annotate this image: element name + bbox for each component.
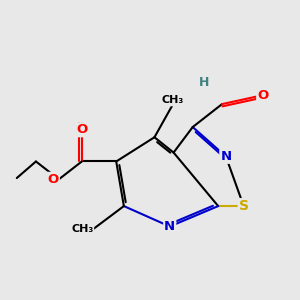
Text: O: O [48,173,59,186]
Text: O: O [257,89,269,102]
Text: CH₃: CH₃ [71,224,93,234]
Text: N: N [220,150,231,163]
Text: S: S [239,199,249,213]
Text: CH₃: CH₃ [161,95,183,105]
Text: H: H [199,76,209,89]
Text: O: O [76,123,87,136]
Text: N: N [164,220,175,233]
